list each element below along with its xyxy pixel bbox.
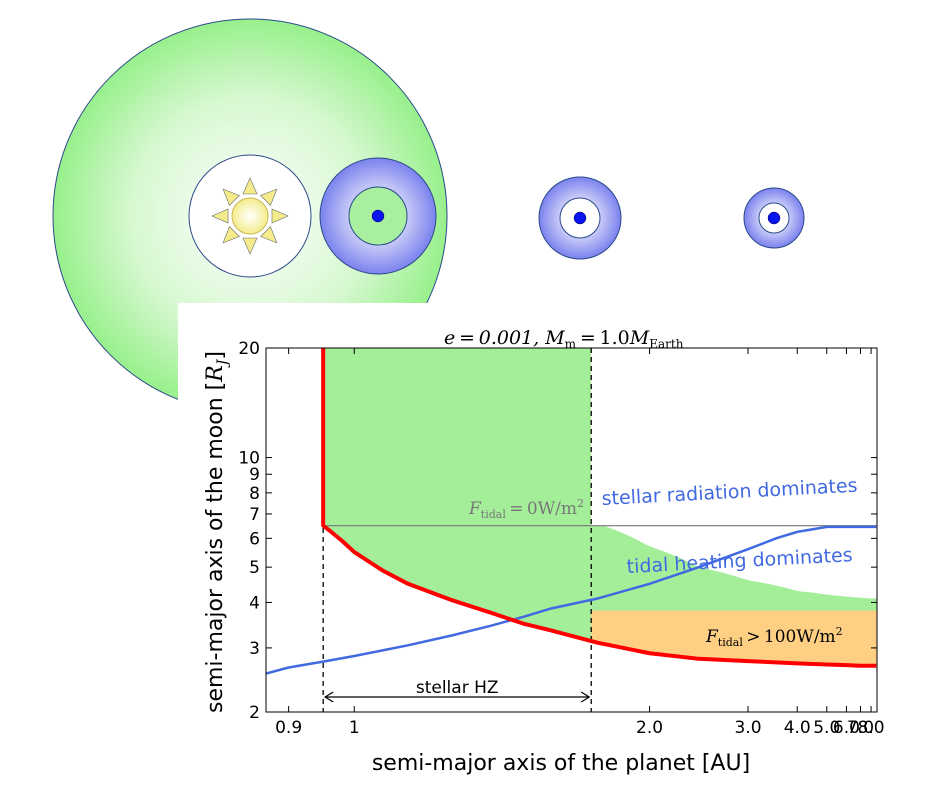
y-axis-label-R: R [203,365,228,383]
plot-frame [265,347,878,713]
sun-core [231,197,269,235]
tidal-100-label-part-0: F [705,627,719,647]
y-tick-label: 9 [249,465,260,485]
x-tick-label: 3.0 [734,718,761,738]
sun-ray [260,188,278,206]
sun-ray [242,177,258,195]
tidal-zero-label: Ftidal = 0W/m2 [468,497,584,521]
hz-label: stellar HZ [416,678,499,698]
tidal-100-label-part-1: tidal [718,636,744,649]
planet-system-1 [319,157,437,275]
hz-arrow-head-left [324,691,334,703]
x-tick-label: 2.0 [636,718,663,738]
tidal-zero-label-part-0: F [468,499,482,519]
y-tick-label: 3 [249,639,260,659]
y-tick-label: 10 [238,449,260,469]
y-tick-label: 7 [249,505,260,525]
x-axis-label: semi-major axis of the planet [AU] [372,751,750,776]
x-tick-label: 8.0 [858,718,885,738]
title-M2: M [629,327,650,349]
y-axis-label-J: J [215,358,231,368]
y-axis-label-text: semi-major axis of the moon [ [203,382,228,713]
title-m-sub: m [565,337,577,351]
title-m: M [544,327,565,349]
green-hz-region [323,348,592,641]
x-tick-label: 6.0 [833,718,860,738]
moon-dot [371,209,385,223]
planet-system-2 [538,176,622,260]
sun-ray [222,226,240,244]
blue-crossover-line [265,525,877,675]
moon-dot [573,211,587,225]
y-axis-label-end: ] [203,351,228,360]
title-eq2: = 1.0 [576,327,630,349]
y-axis-label: semi-major axis of the moon [RJ] [203,351,231,713]
x-tick-label: 1 [349,718,360,738]
y-tick-label: 2 [249,703,260,723]
tidal-100-label-part-2: > 100W/m [743,627,836,647]
red-boundary-line [321,348,877,668]
x-tick-label: 5.0 [813,718,840,738]
lines [265,348,877,712]
moon-dot [767,211,781,225]
sun-ray [242,237,258,255]
chart-title: e = 0.001, Mm = 1.0MEarth [444,327,684,351]
y-tick-label: 8 [249,484,260,504]
sun-ray [260,226,278,244]
tidal-zero-label-part-3: 2 [577,497,584,510]
title-e: e = 0.001, [444,327,539,349]
y-tick-label: 20 [238,339,260,359]
y-tick-label: 4 [249,593,260,613]
tidal-100-label-part-3: 2 [836,625,843,638]
tidal-100-label: Ftidal > 100W/m2 [705,625,843,649]
x-tick-label: 7.0 [847,718,874,738]
y-tick-label: 6 [249,529,260,549]
hz-arrow-head-right [580,691,591,703]
sun-ray [222,188,240,206]
regions [323,348,877,666]
sun-ray [271,208,289,224]
planet-system-3 [743,187,805,249]
x-tick-label: 0.9 [275,718,302,738]
y-tick-label: 5 [249,558,260,578]
x-tick-label: 4.0 [784,718,811,738]
tidal-zero-label-part-1: tidal [481,508,507,521]
title-M2-sub: Earth [649,337,683,351]
sun-ray [211,208,229,224]
sun-icon [211,177,289,255]
green-outer-region [591,525,877,611]
tidal-zero-label-part-2: = 0W/m [506,499,577,519]
